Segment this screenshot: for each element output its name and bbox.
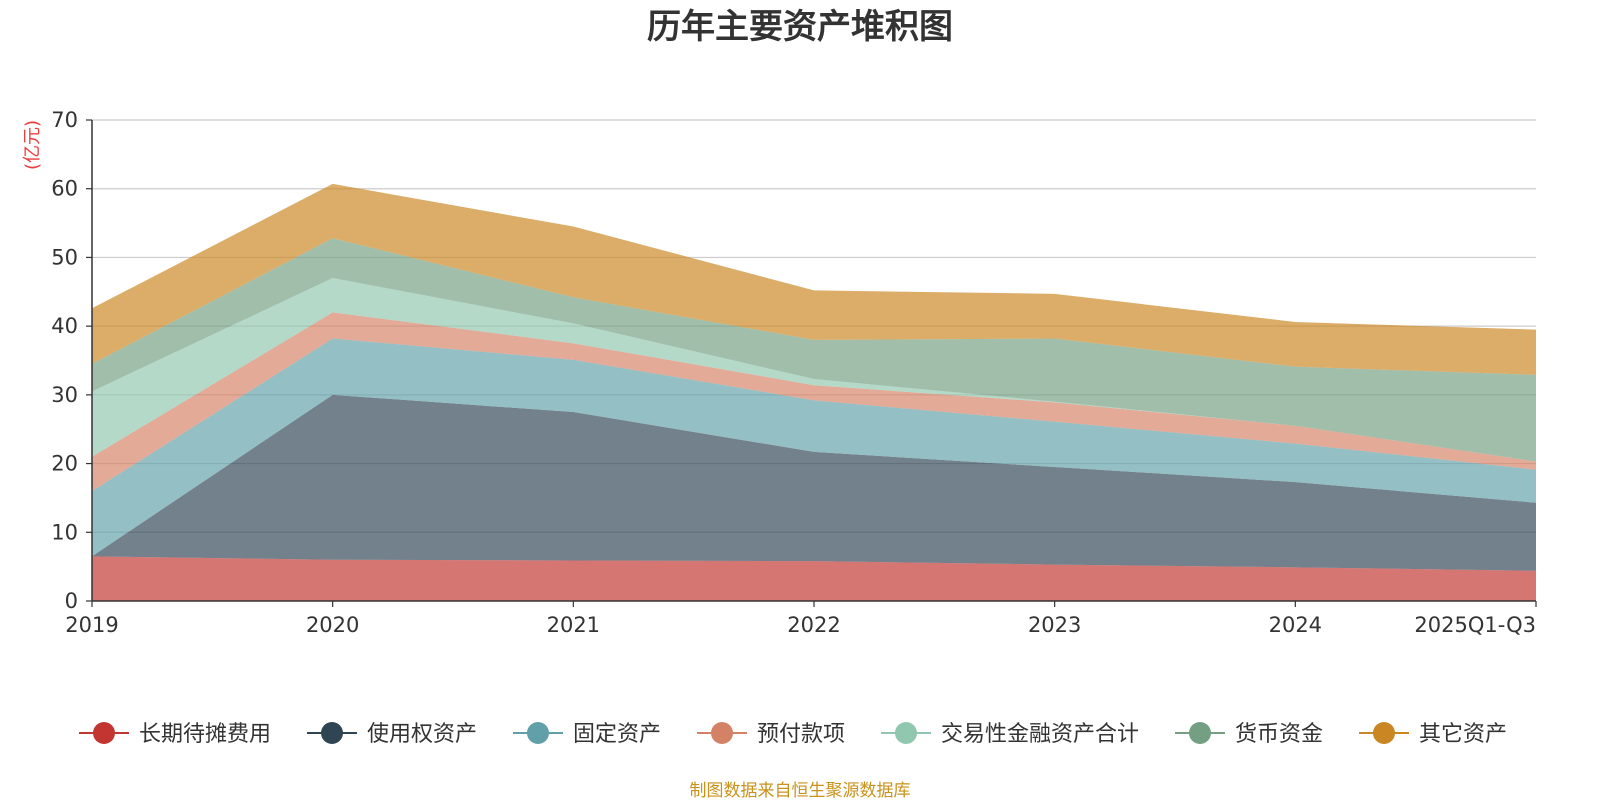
legend-item[interactable]: 长期待摊费用 [79, 722, 271, 747]
legend-label: 长期待摊费用 [139, 722, 271, 747]
area-series-2 [92, 394, 1536, 571]
y-tick-label: 30 [51, 383, 78, 407]
y-tick-label: 40 [51, 314, 78, 338]
legend-dot-icon [1373, 722, 1395, 744]
legend-dot-icon [711, 722, 733, 744]
legend-label: 固定资产 [573, 722, 661, 747]
legend-dot-icon [527, 722, 549, 744]
area-series-7 [92, 183, 1536, 375]
y-tick-label: 50 [51, 245, 78, 269]
chart-title: 历年主要资产堆积图 [647, 7, 953, 47]
area-series-3 [92, 338, 1536, 557]
legend-label: 货币资金 [1235, 722, 1323, 747]
x-tick-label: 2022 [787, 613, 840, 637]
legend-item[interactable]: 固定资产 [513, 722, 661, 747]
legend: 长期待摊费用 使用权资产 固定资产 预付款项 交易性金融资产合计 货币资金 其它资产 [79, 722, 1507, 747]
source-note: 制图数据来自恒生聚源数据库 [690, 781, 911, 800]
legend-dot-icon [895, 722, 917, 744]
legend-item[interactable]: 预付款项 [697, 722, 845, 747]
legend-label: 预付款项 [757, 722, 845, 747]
y-tick-label: 0 [65, 589, 78, 613]
x-tick-label: 2024 [1269, 613, 1322, 637]
x-tick-labels: 2019 2020 2021 2022 2023 2024 2025Q1-Q3 [65, 601, 1537, 637]
y-tick-label: 70 [51, 108, 78, 132]
y-tick-label: 10 [51, 520, 78, 544]
x-tick-label: 2019 [65, 613, 118, 637]
y-tick-label: 20 [51, 452, 78, 476]
x-tick-label: 2021 [547, 613, 600, 637]
y-tick-labels: 0 10 20 30 40 50 60 70 [51, 108, 92, 613]
area-series-1 [92, 556, 1536, 601]
area-series-group [92, 183, 1536, 601]
legend-dot-icon [1189, 722, 1211, 744]
legend-label: 使用权资产 [367, 722, 477, 747]
legend-dot-icon [93, 722, 115, 744]
y-tick-label: 60 [51, 177, 78, 201]
x-tick-label: 2023 [1028, 613, 1081, 637]
x-tick-label: 2025Q1-Q3 [1414, 613, 1536, 637]
legend-label: 其它资产 [1419, 722, 1507, 747]
legend-item[interactable]: 交易性金融资产合计 [881, 722, 1139, 747]
legend-item[interactable]: 其它资产 [1359, 722, 1507, 747]
y-axis-unit-label: (亿元) [22, 120, 43, 170]
legend-item[interactable]: 使用权资产 [307, 722, 477, 747]
legend-item[interactable]: 货币资金 [1175, 722, 1323, 747]
x-tick-label: 2020 [306, 613, 359, 637]
legend-label: 交易性金融资产合计 [941, 722, 1139, 747]
area-series-5 [92, 278, 1536, 462]
legend-dot-icon [321, 722, 343, 744]
area-series-6 [92, 238, 1536, 462]
